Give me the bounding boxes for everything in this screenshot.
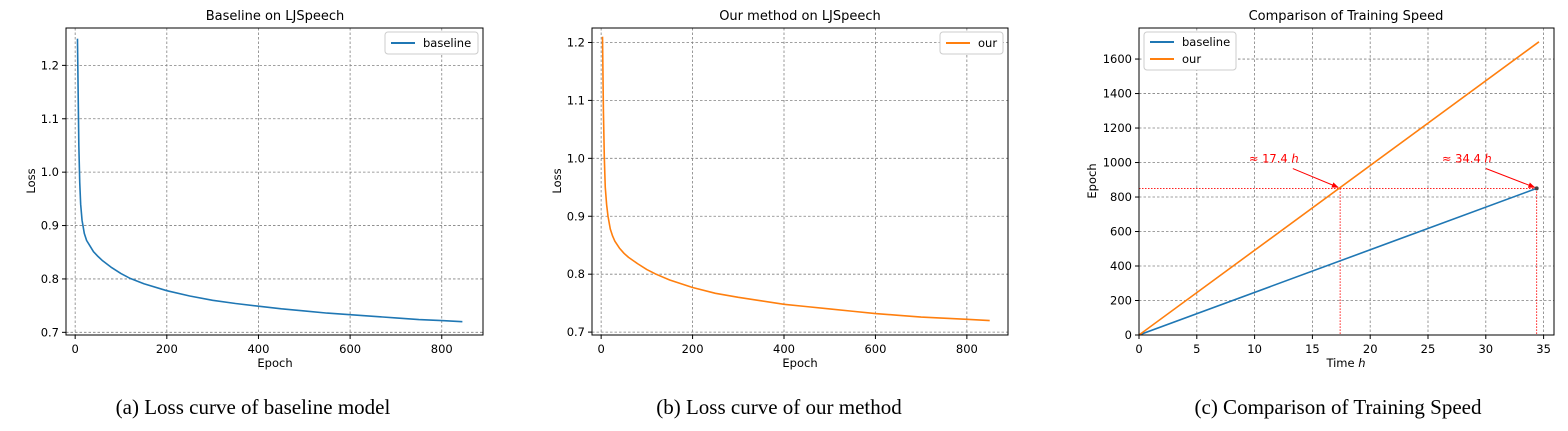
panel-b: Our method on LJSpeech 0 200 400 600 8000.70… [550, 9, 1009, 419]
y-tick-label: 1.1 [567, 93, 585, 107]
annotation-value: ≈ 17.4 [1249, 152, 1292, 166]
series-line-our [1138, 41, 1540, 336]
annotation-value: ≈ 34.4 [1442, 152, 1485, 166]
panel-c-legend: baseline our [1143, 31, 1237, 71]
y-tick-label: 800 [1110, 190, 1132, 204]
x-tick-label: 400 [773, 342, 795, 356]
y-tick-label: 0.7 [41, 325, 59, 339]
panel-a-legend: baseline [384, 31, 479, 55]
panel-c-caption: (c) Comparison of Training Speed [1195, 395, 1482, 419]
panel-c-legend-label-baseline: baseline [1182, 35, 1230, 49]
panel-a: Baseline on LJSpeech 0 200 400 600 800 0.7 0.8… [24, 9, 484, 419]
panel-c-frame [1138, 27, 1555, 336]
annotation-arrow [1485, 168, 1536, 188]
y-tick-label: 0.8 [567, 267, 585, 281]
x-tick-label: 0 [597, 342, 604, 356]
panel-b-grid [592, 28, 1008, 335]
x-tick-label: 800 [431, 342, 453, 356]
x-tick-label: 10 [1247, 342, 1262, 356]
panel-c-annotations: ≈ 17.4 h ≈ 34.4 h [1249, 152, 1539, 191]
series-line-our [601, 36, 990, 322]
y-tick-label: 0.9 [41, 219, 59, 233]
y-tick-label: 200 [1110, 294, 1132, 308]
panel-a-ylabel: Loss [24, 168, 38, 193]
series-line-baseline [76, 38, 463, 323]
y-tick-label: 1.0 [567, 151, 585, 165]
panel-a-grid [66, 28, 483, 335]
panel-a-ticks: 0 200 400 600 800 0.7 0.8 0.9 1.0 1.1 1.2 [41, 58, 453, 356]
y-tick-label: 1200 [1103, 121, 1132, 135]
x-tick-label: 200 [156, 342, 178, 356]
panel-c: Comparison of Training Speed ≈ 17.4 h ≈ 3… [1085, 9, 1555, 419]
y-tick-label: 0.7 [567, 325, 585, 339]
panel-a-title: Baseline on LJSpeech [206, 9, 345, 24]
panel-b-ylabel: Loss [550, 168, 564, 193]
y-tick-label: 0 [1125, 328, 1132, 342]
y-tick-label: 600 [1110, 225, 1132, 239]
x-tick-label: 20 [1363, 342, 1378, 356]
y-tick-label: 1000 [1103, 156, 1132, 170]
x-tick-label: 400 [247, 342, 269, 356]
panel-c-series [1138, 41, 1540, 336]
x-tick-label: 200 [682, 342, 704, 356]
panel-c-ylabel: Epoch [1085, 163, 1099, 198]
panel-b-ticks: 0 200 400 600 800 0.7 0.8 0.9 1.0 1.1 1.2 [567, 35, 978, 356]
panel-a-frame [65, 27, 484, 336]
panel-a-legend-box [384, 31, 479, 55]
x-tick-label: 0 [72, 342, 79, 356]
x-tick-label: 35 [1536, 342, 1551, 356]
panel-b-caption: (b) Loss curve of our method [656, 395, 902, 419]
y-tick-label: 0.9 [567, 209, 585, 223]
x-tick-label: 15 [1305, 342, 1320, 356]
panel-b-title: Our method on LJSpeech [719, 9, 881, 24]
annotation-label: ≈ 34.4 h [1442, 152, 1492, 166]
panel-b-series [601, 36, 990, 322]
annotation-unit: h [1291, 152, 1298, 166]
panel-b-xlabel: Epoch [782, 356, 817, 370]
annotation-arrow [1292, 168, 1339, 188]
panel-b-legend-label: our [978, 36, 997, 50]
annotation-unit: h [1484, 152, 1491, 166]
panel-b-legend: our [939, 31, 1004, 55]
y-tick-label: 1600 [1103, 52, 1132, 66]
x-tick-label: 600 [864, 342, 886, 356]
x-tick-label: 30 [1478, 342, 1493, 356]
x-tick-label: 0 [1135, 342, 1142, 356]
endpoint-marker [1534, 186, 1539, 191]
panel-a-xlabel: Epoch [257, 356, 292, 370]
y-tick-label: 1400 [1103, 87, 1132, 101]
panel-b-frame [591, 27, 1009, 336]
panel-c-xlabel-text: Time [1325, 356, 1358, 370]
panel-a-caption: (a) Loss curve of baseline model [116, 395, 391, 419]
y-tick-label: 400 [1110, 259, 1132, 273]
y-tick-label: 1.2 [567, 35, 585, 49]
annotation-label: ≈ 17.4 h [1249, 152, 1299, 166]
panel-b-legend-box [939, 31, 1004, 55]
panel-a-series [76, 38, 463, 323]
panel-c-ticks: 0 5 10 15 20 25 30 35 0 200 400 600 800 1000 1200 1400 1… [1103, 52, 1551, 356]
y-tick-label: 1.1 [41, 112, 59, 126]
panel-c-xlabel: Time h [1325, 356, 1365, 370]
panel-c-legend-label-our: our [1182, 52, 1201, 66]
y-tick-label: 0.8 [41, 272, 59, 286]
x-tick-label: 25 [1421, 342, 1436, 356]
y-tick-label: 1.2 [41, 58, 59, 72]
panel-c-title: Comparison of Training Speed [1249, 9, 1444, 24]
x-tick-label: 600 [339, 342, 361, 356]
panel-a-legend-label: baseline [423, 36, 471, 50]
x-tick-label: 800 [956, 342, 978, 356]
x-tick-label: 5 [1193, 342, 1200, 356]
y-tick-label: 1.0 [41, 165, 59, 179]
series-line-baseline [1138, 187, 1537, 336]
panel-c-xlabel-var: h [1358, 356, 1365, 370]
